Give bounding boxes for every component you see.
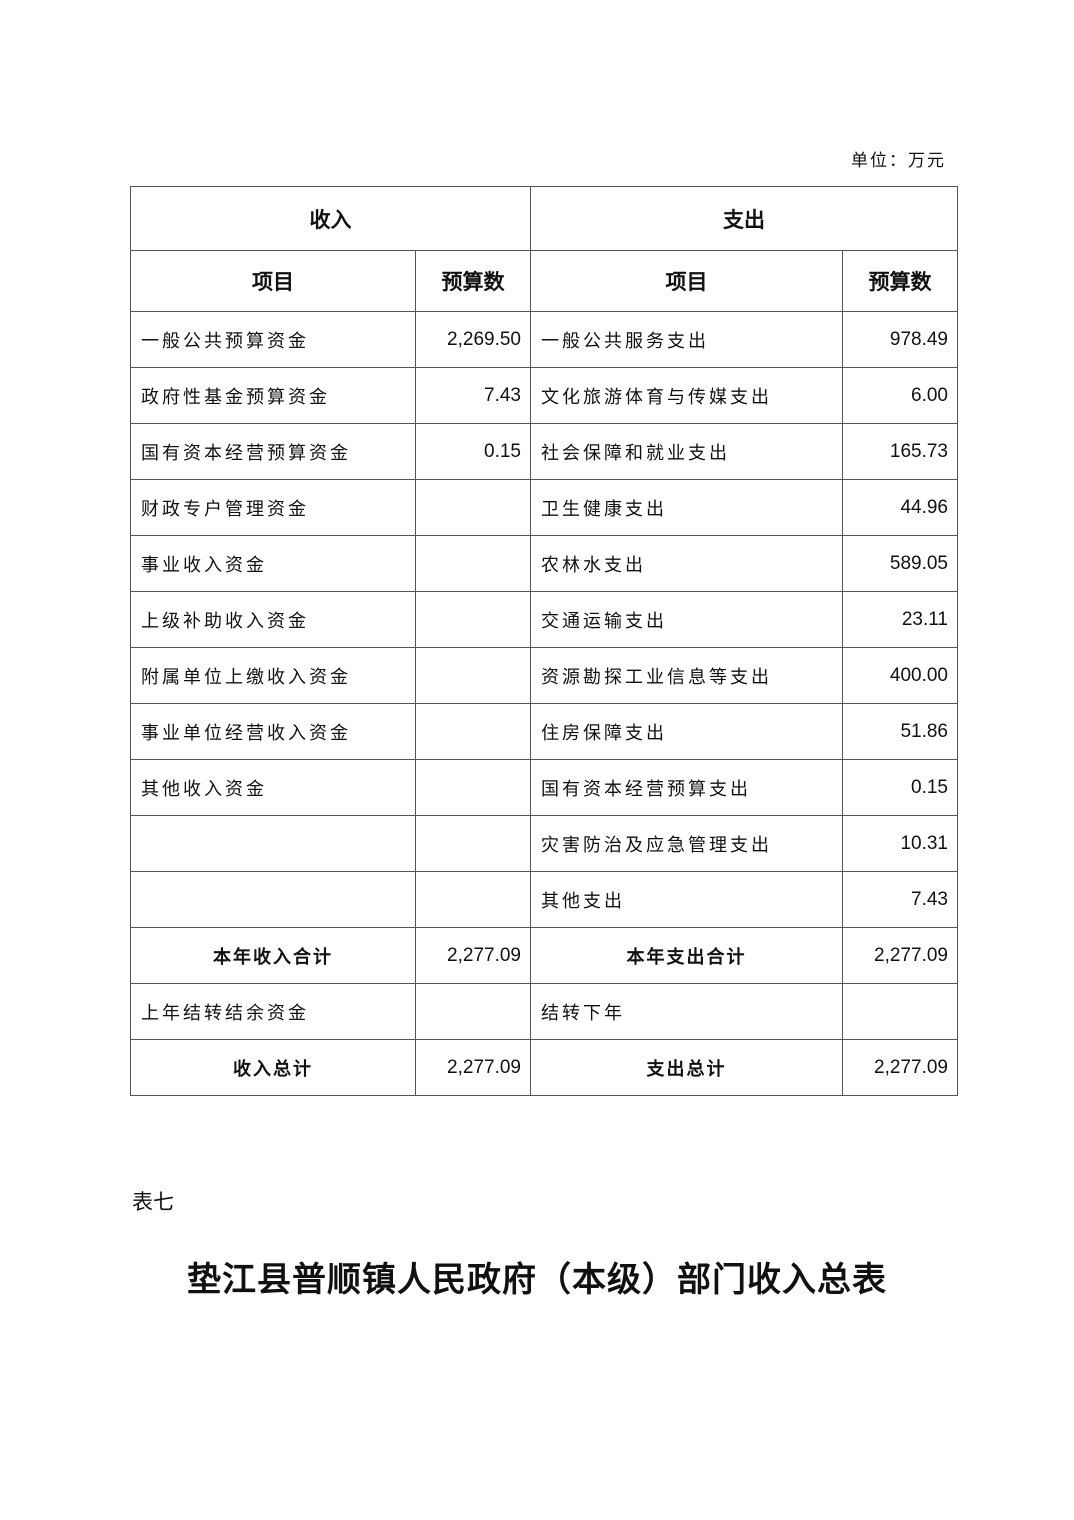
- table-row: 国有资本经营预算资金 0.15 社会保障和就业支出 165.73: [130, 423, 958, 480]
- expense-item: 农林水支出: [530, 535, 843, 592]
- expense-value: 7.43: [842, 871, 958, 928]
- expense-value: 44.96: [842, 479, 958, 536]
- income-value: 2,277.09: [415, 927, 531, 984]
- unit-label: 单位：万元: [851, 151, 946, 171]
- expense-item: 资源勘探工业信息等支出: [530, 647, 843, 704]
- expense-value: 51.86: [842, 703, 958, 760]
- expense-item: 文化旅游体育与传媒支出: [530, 367, 843, 424]
- expense-item: 卫生健康支出: [530, 479, 843, 536]
- table-row: 一般公共预算资金 2,269.50 一般公共服务支出 978.49: [130, 311, 958, 368]
- expense-item: 灾害防治及应急管理支出: [530, 815, 843, 872]
- expense-item: 国有资本经营预算支出: [530, 759, 843, 816]
- table-row: 事业收入资金 农林水支出 589.05: [130, 535, 958, 592]
- income-label: 本年收入合计: [130, 927, 416, 984]
- expense-value: 400.00: [842, 647, 958, 704]
- grand-total-row: 收入总计 2,277.09 支出总计 2,277.09: [130, 1039, 958, 1096]
- header-row-group: 收入 支出: [130, 186, 958, 251]
- expense-budget-header: 预算数: [842, 250, 958, 312]
- expense-item: 一般公共服务支出: [530, 311, 843, 368]
- income-label: 上年结转结余资金: [130, 983, 416, 1040]
- income-item: [130, 871, 416, 928]
- income-item: 一般公共预算资金: [130, 311, 416, 368]
- budget-summary-table: 收入 支出 项目 预算数 项目 预算数 一般公共预算资金 2,269.50 一般公共…: [130, 186, 958, 1096]
- income-value: [415, 871, 531, 928]
- income-item: 附属单位上缴收入资金: [130, 647, 416, 704]
- expense-header: 支出: [530, 186, 958, 251]
- income-value: [415, 703, 531, 760]
- table-row: 附属单位上缴收入资金 资源勘探工业信息等支出 400.00: [130, 647, 958, 704]
- income-header: 收入: [130, 186, 531, 251]
- table-row: 事业单位经营收入资金 住房保障支出 51.86: [130, 703, 958, 760]
- income-budget-header: 预算数: [415, 250, 531, 312]
- expense-item: 住房保障支出: [530, 703, 843, 760]
- expense-label: 本年支出合计: [530, 927, 843, 984]
- expense-value: 165.73: [842, 423, 958, 480]
- table-row: 其他支出 7.43: [130, 871, 958, 928]
- header-row-columns: 项目 预算数 项目 预算数: [130, 250, 958, 312]
- expense-value: [842, 983, 958, 1040]
- table-row: 上级补助收入资金 交通运输支出 23.11: [130, 591, 958, 648]
- income-value: [415, 591, 531, 648]
- expense-value: 2,277.09: [842, 927, 958, 984]
- expense-label: 结转下年: [530, 983, 843, 1040]
- income-value: [415, 479, 531, 536]
- income-item: 政府性基金预算资金: [130, 367, 416, 424]
- income-item: 财政专户管理资金: [130, 479, 416, 536]
- income-item: 国有资本经营预算资金: [130, 423, 416, 480]
- expense-item: 社会保障和就业支出: [530, 423, 843, 480]
- expense-value: 2,277.09: [842, 1039, 958, 1096]
- income-item: 事业收入资金: [130, 535, 416, 592]
- table-row: 其他收入资金 国有资本经营预算支出 0.15: [130, 759, 958, 816]
- expense-value: 0.15: [842, 759, 958, 816]
- carryover-row: 上年结转结余资金 结转下年: [130, 983, 958, 1040]
- expense-value: 978.49: [842, 311, 958, 368]
- income-value: 2,277.09: [415, 1039, 531, 1096]
- expense-value: 10.31: [842, 815, 958, 872]
- income-item: 事业单位经营收入资金: [130, 703, 416, 760]
- income-item: 其他收入资金: [130, 759, 416, 816]
- table-row: 财政专户管理资金 卫生健康支出 44.96: [130, 479, 958, 536]
- income-item: 上级补助收入资金: [130, 591, 416, 648]
- expense-value: 589.05: [842, 535, 958, 592]
- table-row: 政府性基金预算资金 7.43 文化旅游体育与传媒支出 6.00: [130, 367, 958, 424]
- income-value: 7.43: [415, 367, 531, 424]
- expense-value: 6.00: [842, 367, 958, 424]
- income-value: [415, 535, 531, 592]
- expense-label: 支出总计: [530, 1039, 843, 1096]
- income-item-header: 项目: [130, 250, 416, 312]
- year-total-row: 本年收入合计 2,277.09 本年支出合计 2,277.09: [130, 927, 958, 984]
- expense-value: 23.11: [842, 591, 958, 648]
- income-value: 2,269.50: [415, 311, 531, 368]
- expense-item-header: 项目: [530, 250, 843, 312]
- income-label: 收入总计: [130, 1039, 416, 1096]
- next-table-title: 垫江县普顺镇人民政府（本级）部门收入总表: [187, 1260, 887, 1300]
- expense-item: 其他支出: [530, 871, 843, 928]
- next-table-label: 表七: [132, 1190, 174, 1214]
- income-value: [415, 815, 531, 872]
- income-value: [415, 759, 531, 816]
- income-item: [130, 815, 416, 872]
- table-row: 灾害防治及应急管理支出 10.31: [130, 815, 958, 872]
- income-value: [415, 647, 531, 704]
- expense-item: 交通运输支出: [530, 591, 843, 648]
- income-value: [415, 983, 531, 1040]
- income-value: 0.15: [415, 423, 531, 480]
